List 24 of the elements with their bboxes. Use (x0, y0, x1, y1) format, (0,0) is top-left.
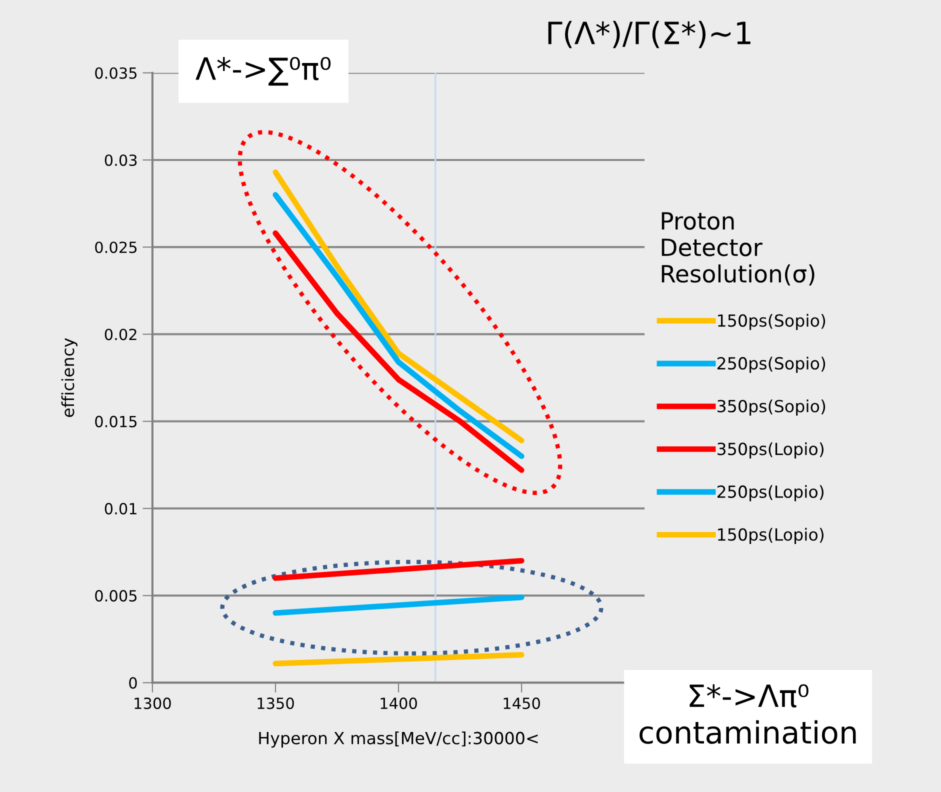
y-axis-title: efficiency (61, 338, 78, 417)
legend-label: 150ps(Lopio) (718, 528, 824, 544)
text: Γ(Λ*)/Γ(Σ*)∼1 (548, 20, 750, 48)
annotation: Λ*->∑⁰π⁰ (196, 57, 331, 86)
text: Σ*->Λπ⁰ contamination (640, 684, 856, 744)
y-tick-label: 0.03 (104, 154, 137, 166)
y-tick-label: 0 (129, 677, 137, 689)
y-tick-label: 0.015 (95, 416, 137, 428)
legend-label: 250ps(Lopio) (717, 485, 824, 502)
x-tick-label: 1400 (380, 698, 417, 710)
x-tick-label: 1300 (134, 698, 171, 710)
legend-label: 150ps(Sopio) (718, 314, 826, 330)
legend-label: 250ps(Sopio) (717, 356, 826, 373)
x-axis-title: Hyperon X mass[MeV/cc]:30000< (259, 732, 538, 748)
y-tick-label: 0.025 (95, 242, 137, 254)
legend-title: Proton Detector Resolution(σ) (662, 212, 814, 286)
y-tick-label: 0.02 (104, 328, 136, 340)
y-tick-label: 0.01 (104, 502, 136, 514)
y-tick-label: 0.005 (95, 590, 137, 602)
legend-label: 350ps(Lopio) (718, 442, 824, 458)
y-tick-label: 0.035 (95, 67, 137, 79)
x-tick-label: 1350 (258, 698, 294, 710)
x-tick-label: 1450 (504, 698, 540, 710)
legend-label: 350ps(Sopio) (718, 400, 826, 416)
